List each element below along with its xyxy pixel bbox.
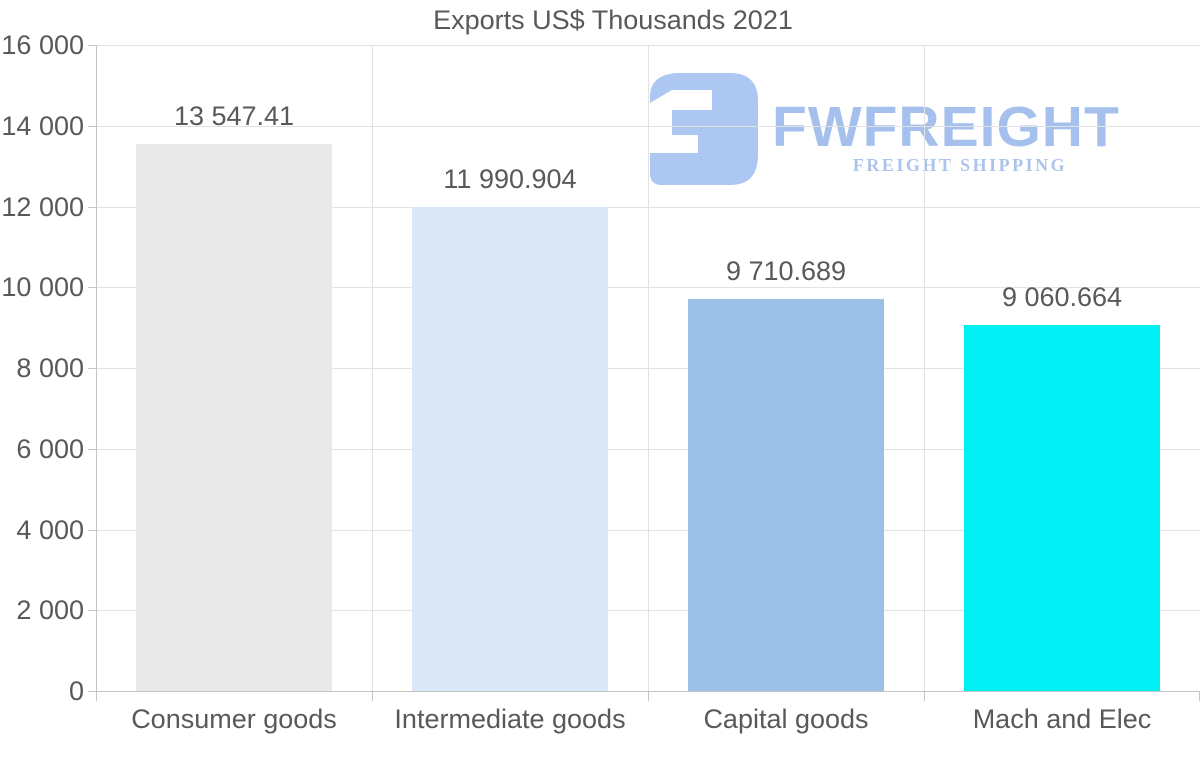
y-axis-label: 10 000 — [1, 272, 84, 302]
category-label: Capital goods — [703, 704, 869, 734]
y-axis-label: 4 000 — [16, 515, 84, 545]
y-axis-tick — [88, 207, 96, 208]
category-label: Intermediate goods — [394, 704, 626, 734]
y-axis-tick — [88, 45, 96, 46]
brand-name: FWFREIGHT — [772, 95, 1120, 159]
chart-title: Exports US$ Thousands 2021 — [433, 5, 793, 35]
category-label: Consumer goods — [131, 704, 337, 734]
y-axis-line — [96, 45, 97, 691]
x-axis-tick — [372, 691, 373, 701]
bar-value-label: 9 710.689 — [725, 256, 847, 286]
grid-line-v — [372, 45, 373, 691]
y-axis-label: 6 000 — [16, 434, 84, 464]
bar-value-label: 11 990.904 — [443, 164, 577, 194]
grid-line-v — [648, 45, 649, 691]
y-axis-tick — [88, 691, 96, 692]
y-axis-tick — [88, 126, 96, 127]
y-axis-label: 16 000 — [1, 30, 84, 60]
y-axis-tick — [88, 449, 96, 450]
bar — [688, 299, 884, 691]
y-axis-tick — [88, 610, 96, 611]
y-axis-label: 0 — [68, 676, 84, 706]
brand-tagline: FREIGHT SHIPPING — [852, 155, 1068, 175]
bar-value-label: 9 060.664 — [1001, 282, 1123, 312]
bar — [412, 207, 608, 691]
y-axis-tick — [88, 287, 96, 288]
y-axis-tick — [88, 530, 96, 531]
category-label: Mach and Elec — [972, 704, 1152, 734]
bar-value-label: 13 547.41 — [173, 101, 295, 131]
y-axis-label: 14 000 — [1, 111, 84, 141]
grid-line-v — [924, 45, 925, 691]
x-axis-tick — [648, 691, 649, 701]
y-axis-tick — [88, 368, 96, 369]
y-axis-label: 2 000 — [16, 595, 84, 625]
x-axis-tick — [924, 691, 925, 701]
y-axis-label: 8 000 — [16, 353, 84, 383]
bar — [964, 325, 1160, 691]
x-axis-tick — [96, 691, 97, 701]
brand-logo-icon — [650, 73, 758, 185]
bar — [136, 144, 332, 691]
y-axis-label: 12 000 — [1, 192, 84, 222]
